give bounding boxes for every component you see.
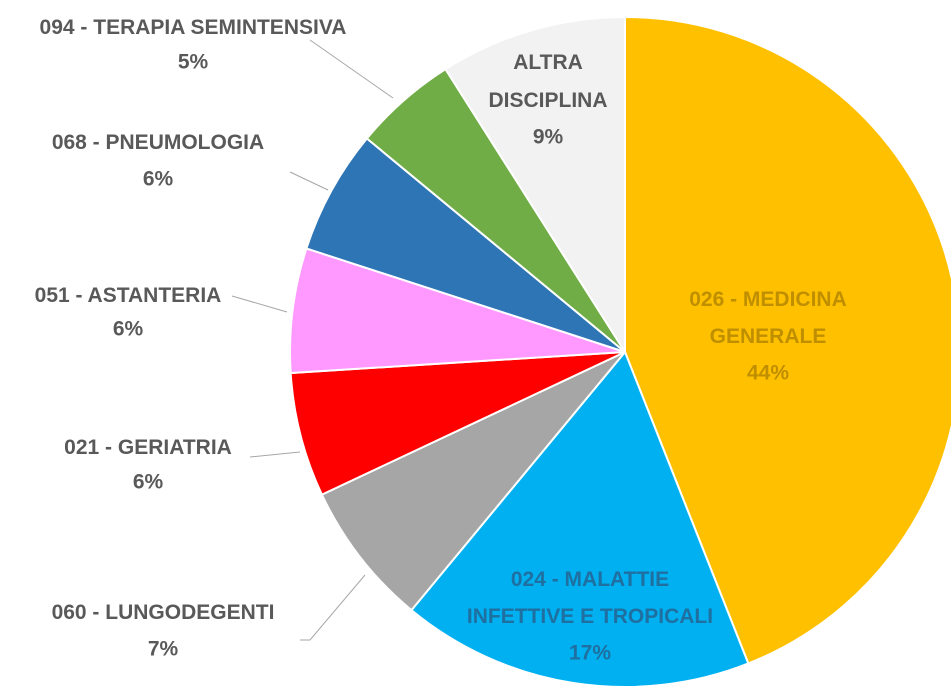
category-label: 026 - MEDICINA GENERALE	[689, 288, 847, 348]
value-label: 17%	[569, 642, 611, 665]
leader-line	[309, 39, 394, 99]
label-line: 051 - ASTANTERIA	[35, 284, 222, 307]
label-line: 026 - MEDICINA	[689, 288, 847, 311]
label-line: GENERALE	[710, 325, 827, 348]
value-label: 6%	[113, 318, 144, 341]
leader-line	[289, 171, 329, 191]
label-line: 060 - LUNGODEGENTI	[52, 601, 275, 624]
value-label: 5%	[178, 51, 209, 74]
label-line: 068 - PNEUMOLOGIA	[52, 131, 264, 154]
label-line: 094 - TERAPIA SEMINTENSIVA	[40, 16, 347, 39]
value-label: 6%	[133, 471, 164, 494]
label-line: INFETTIVE E TROPICALI	[467, 605, 713, 628]
label-line: 021 - GERIATRIA	[64, 436, 232, 459]
category-label: 051 - ASTANTERIA	[35, 284, 222, 307]
category-label: 068 - PNEUMOLOGIA	[52, 131, 264, 154]
value-label: 9%	[533, 126, 564, 149]
pie-slice	[305, 137, 626, 353]
value-label: 44%	[747, 362, 789, 385]
category-label: 024 - MALATTIE INFETTIVE E TROPICALI	[467, 568, 713, 628]
leader-line	[300, 574, 366, 641]
category-label: 094 - TERAPIA SEMINTENSIVA	[40, 16, 347, 39]
pie-slice	[289, 351, 626, 496]
label-line: 024 - MALATTIE	[511, 568, 669, 591]
pie-slice	[410, 350, 750, 688]
label-line: ALTRA	[513, 51, 583, 74]
category-label: 060 - LUNGODEGENTI	[52, 601, 275, 624]
pie-slice	[444, 15, 626, 356]
category-label: 021 - GERIATRIA	[64, 436, 232, 459]
pie-slice	[320, 351, 626, 612]
value-label: 7%	[148, 638, 179, 661]
pie-slice	[289, 247, 626, 375]
leader-line	[231, 295, 288, 313]
leader-line	[249, 451, 301, 458]
label-line: DISCIPLINA	[488, 89, 607, 112]
value-label: 6%	[143, 168, 174, 191]
pie-slice	[624, 15, 951, 665]
category-label: ALTRA DISCIPLINA	[488, 51, 607, 112]
